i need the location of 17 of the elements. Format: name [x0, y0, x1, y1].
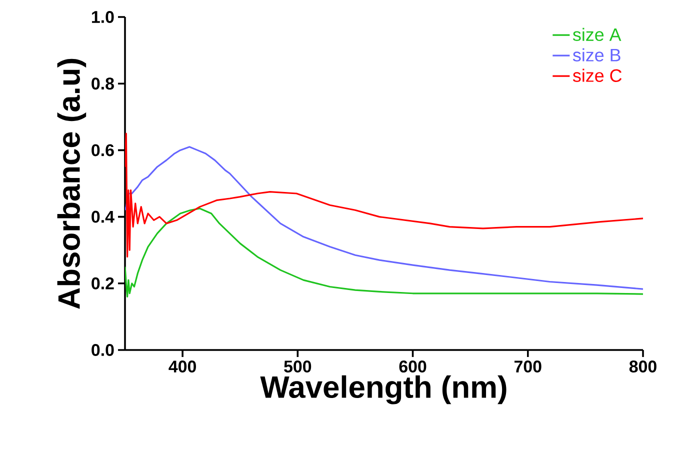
x-axis-title: Wavelength (nm) [260, 375, 506, 404]
x-tick-label: 700 [514, 360, 542, 373]
y-tick-label: 0.4 [92, 210, 114, 223]
x-tick-label: 800 [629, 360, 656, 373]
y-axis-title: Absorbance (a.u) [57, 58, 86, 309]
x-tick-label: 600 [399, 360, 426, 373]
y-tick-label: 0.8 [92, 78, 114, 90]
y-tick-label: 0.6 [92, 144, 114, 156]
y-tick-label: 0.0 [92, 344, 114, 356]
x-tick-label: 500 [284, 360, 312, 373]
x-tick-label: 400 [168, 360, 196, 373]
line-series [125, 146, 644, 290]
legend-label: size C [572, 68, 622, 82]
y-tick-label: 1.0 [92, 11, 114, 23]
legend-label: size B [572, 48, 620, 62]
legend-label: size A [572, 28, 622, 42]
y-tick-label: 0.2 [92, 277, 114, 290]
